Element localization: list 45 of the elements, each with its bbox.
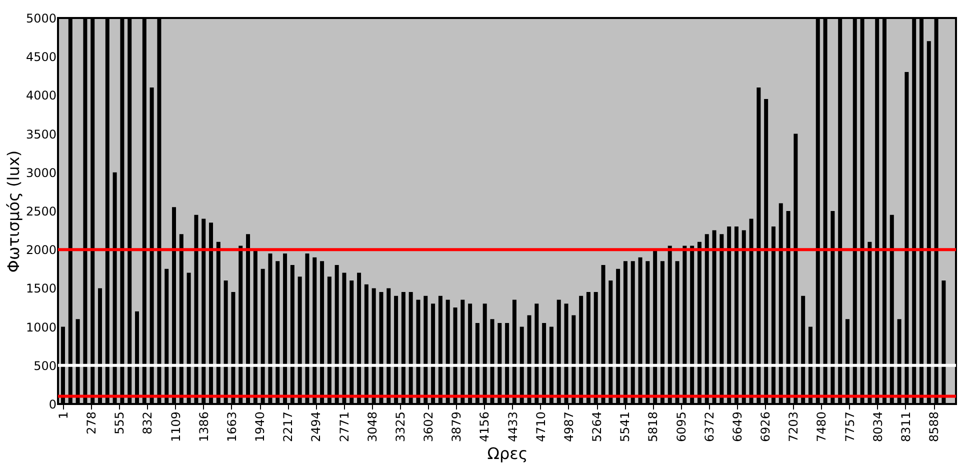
x-tick-label: 1940 [253, 412, 268, 442]
x-tick-label: 5818 [646, 412, 660, 442]
x-tick-label: 7480 [814, 412, 829, 442]
x-tick-label: 4987 [562, 412, 576, 442]
x-tick-label: 4156 [478, 412, 492, 442]
x-tick-label: 5264 [590, 412, 604, 442]
x-tick-label: 3602 [422, 412, 436, 442]
x-axis-title: Ωρες [487, 444, 528, 464]
y-tick-label: 1500 [26, 282, 56, 296]
x-tick-label: 4433 [506, 412, 520, 442]
x-tick-label: 3048 [365, 412, 380, 442]
x-tick-label: 3325 [393, 412, 408, 442]
x-tick-label: 1109 [168, 412, 183, 442]
x-tick-label: 4710 [534, 412, 548, 442]
y-axis-title: Φωτισμός (lux) [4, 150, 23, 273]
y-tick-label: 5000 [26, 12, 56, 26]
x-tick-label: 2494 [309, 412, 324, 442]
y-tick-label: 0 [48, 398, 56, 412]
y-tick-label: 3000 [26, 166, 56, 180]
y-tick-label: 4500 [26, 50, 56, 64]
x-tick-label: 832 [140, 412, 155, 434]
x-tick-label: 7757 [842, 412, 857, 442]
x-tick-label: 2217 [281, 412, 296, 442]
x-tick-label: 1663 [224, 412, 239, 442]
x-tick-label: 1 [56, 412, 70, 420]
x-tick-label: 8034 [870, 412, 885, 442]
y-tick-label: 2000 [26, 243, 56, 258]
x-tick-label: 278 [84, 412, 99, 434]
x-tick-label: 6095 [674, 412, 688, 442]
x-tick-label: 5541 [618, 412, 632, 442]
x-tick-label: 6926 [758, 412, 773, 442]
y-tick-label: 500 [34, 358, 56, 373]
x-tick-label: 6649 [730, 412, 744, 442]
y-tick-label: 1000 [26, 320, 56, 334]
x-tick-label: 7203 [786, 412, 801, 442]
y-tick-label: 4000 [26, 88, 56, 103]
x-tick-label: 555 [112, 412, 127, 434]
x-tick-label: 6372 [702, 412, 716, 442]
x-tick-label: 2771 [337, 412, 352, 442]
x-tick-label: 8588 [927, 412, 942, 442]
y-tick-label: 2500 [26, 204, 56, 218]
x-tick-label: 3879 [450, 412, 464, 442]
y-tick-label: 3500 [26, 127, 56, 142]
x-tick-label: 1386 [196, 412, 211, 442]
x-tick-label: 8311 [898, 412, 913, 442]
